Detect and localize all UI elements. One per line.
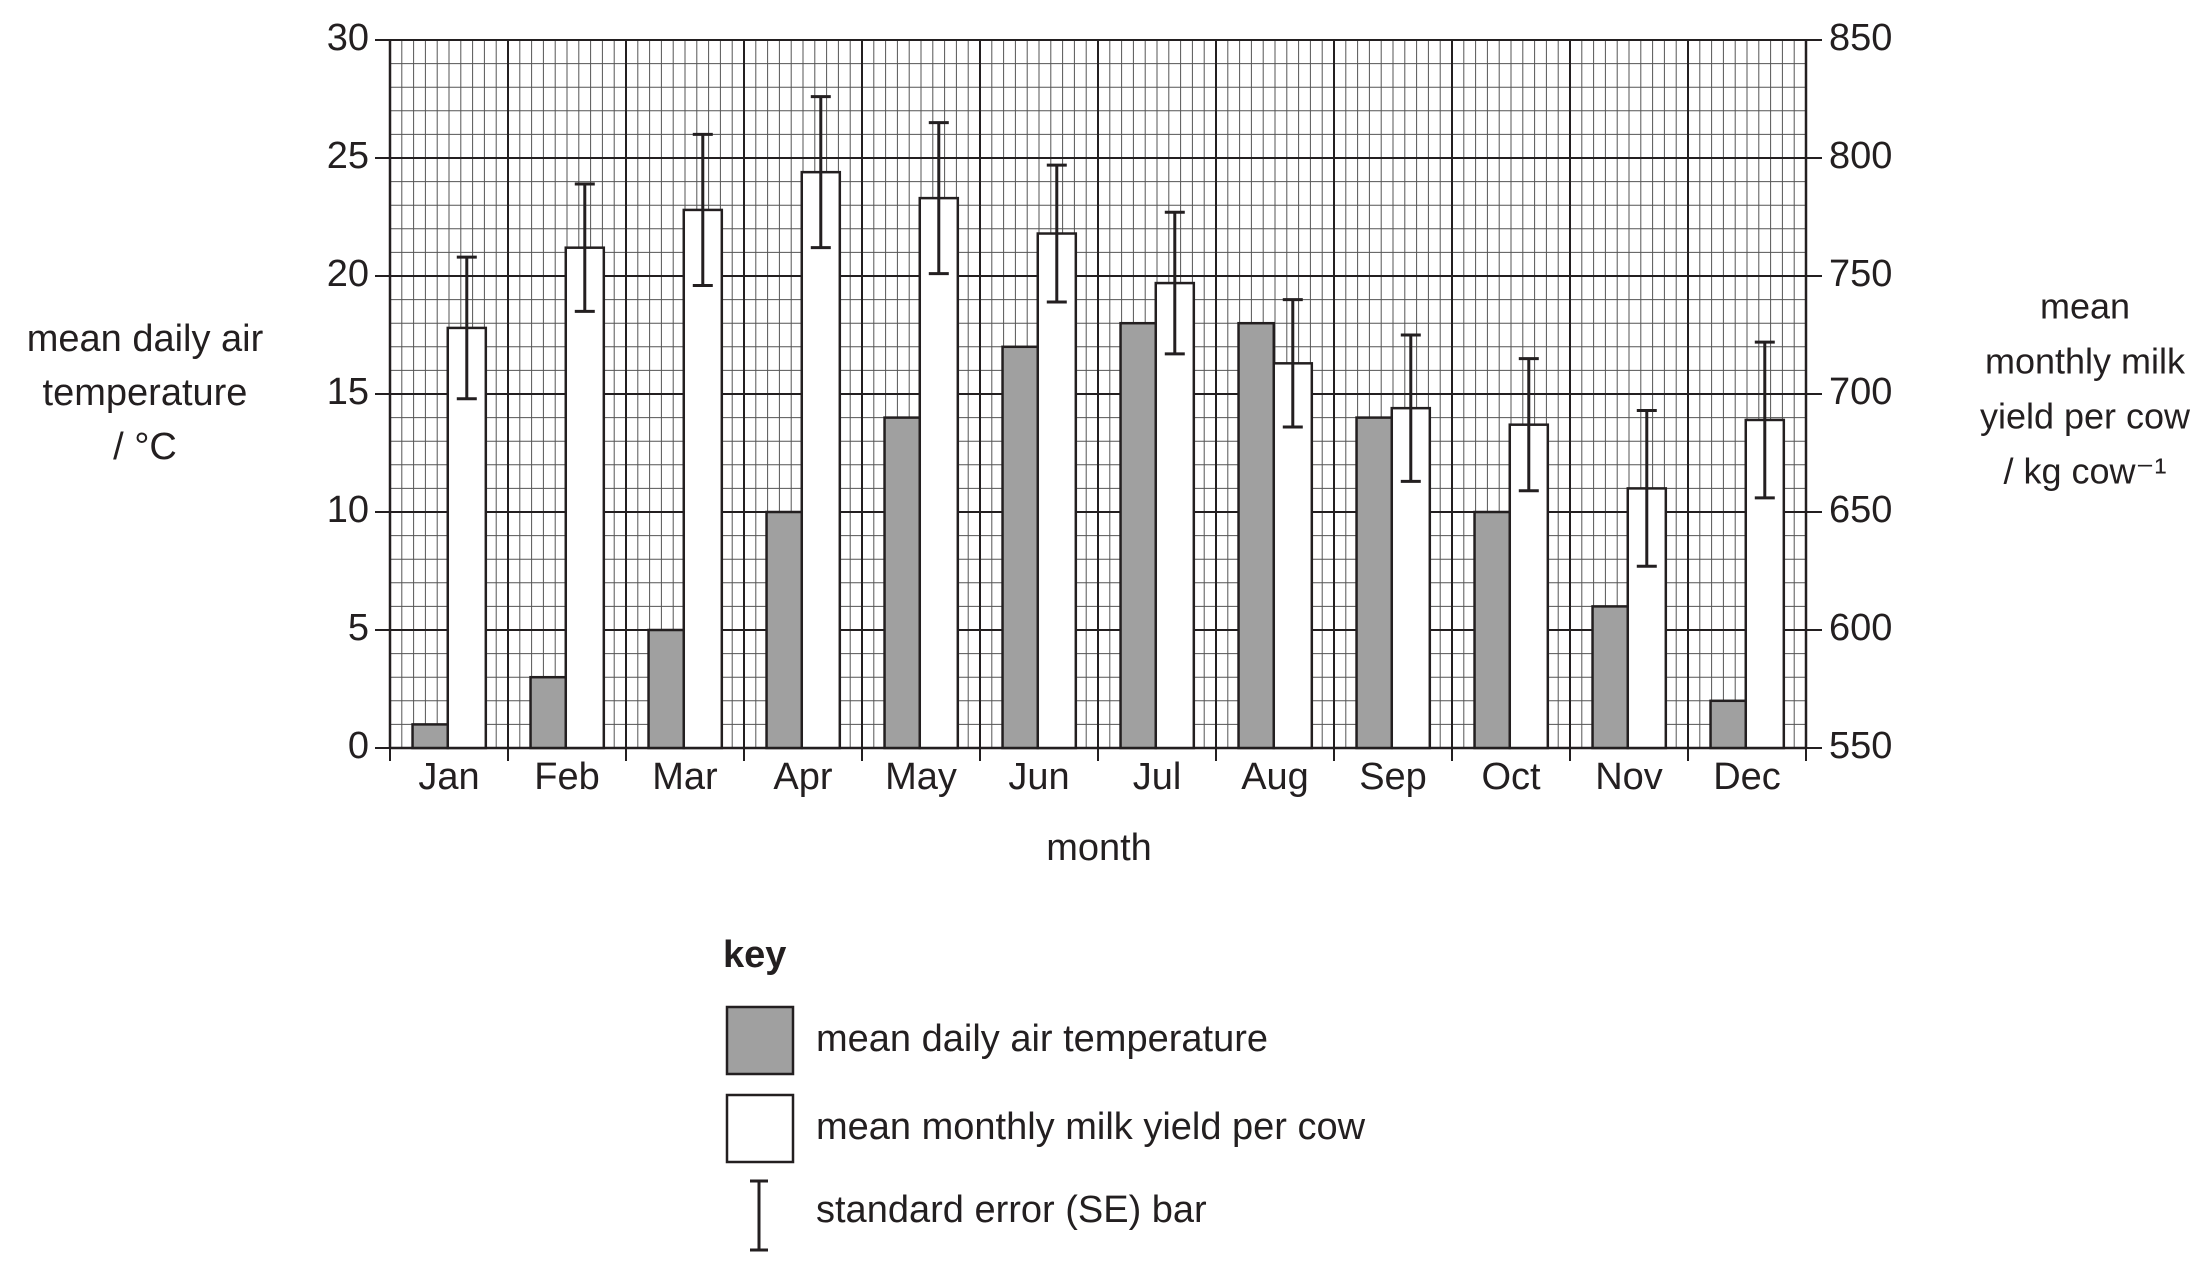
bar <box>1744 418 1786 750</box>
error-bar <box>1164 210 1185 356</box>
error-bar <box>928 121 949 276</box>
error-bar <box>1636 409 1657 568</box>
y2-axis-label: / kg cow⁻¹ <box>2003 451 2166 492</box>
y-tick-label: 0 <box>348 725 369 767</box>
y2-axis-label: mean <box>2040 286 2130 327</box>
y2-tick-label: 550 <box>1829 725 1892 767</box>
y2-tick-label: 700 <box>1829 371 1892 413</box>
x-tick-label: Apr <box>773 756 832 798</box>
bar <box>1119 321 1158 750</box>
bar <box>647 628 686 750</box>
x-tick-label: May <box>885 756 957 798</box>
x-tick-label: Sep <box>1359 756 1427 798</box>
legend-title: key <box>723 934 786 976</box>
y2-axis-label: yield per cow <box>1980 396 2191 437</box>
x-tick-label: Jul <box>1133 756 1182 798</box>
y-tick-label: 10 <box>327 489 369 531</box>
x-tick-label: Jun <box>1008 756 1069 798</box>
y2-tick-label: 600 <box>1829 607 1892 649</box>
bar <box>1001 345 1040 750</box>
y-tick-label: 20 <box>327 253 369 295</box>
bar <box>918 196 960 750</box>
bar <box>529 675 568 750</box>
legend-label: mean monthly milk yield per cow <box>816 1106 1366 1148</box>
legend-label: mean daily air temperature <box>816 1018 1268 1060</box>
x-tick-label: Jan <box>418 756 479 798</box>
y2-tick-label: 800 <box>1829 135 1892 177</box>
bar <box>765 510 804 750</box>
y-tick-label: 15 <box>327 371 369 413</box>
error-bar <box>574 182 595 313</box>
bar <box>1473 510 1512 750</box>
y2-axis-label: monthly milk <box>1985 341 2186 382</box>
bar <box>1237 321 1276 750</box>
x-tick-label: Oct <box>1481 756 1541 798</box>
bar <box>1036 232 1078 750</box>
error-bar <box>1046 163 1067 304</box>
bar <box>800 170 842 750</box>
error-bar <box>1282 298 1303 429</box>
y2-tick-label: 850 <box>1829 17 1892 59</box>
error-bar <box>1754 340 1775 500</box>
y-axis-label: / °C <box>113 426 177 468</box>
legend-label: standard error (SE) bar <box>816 1189 1207 1231</box>
y-tick-label: 30 <box>327 17 369 59</box>
error-bar <box>692 132 713 287</box>
bar <box>1591 605 1630 750</box>
x-tick-label: Dec <box>1713 756 1781 798</box>
x-tick-label: Mar <box>652 756 718 798</box>
x-tick-label: Feb <box>534 756 599 798</box>
x-axis-label: month <box>1046 827 1152 869</box>
error-bar <box>1518 357 1539 493</box>
x-tick-label: Aug <box>1241 756 1309 798</box>
legend-swatch <box>725 1093 795 1164</box>
error-bar <box>1400 333 1421 483</box>
y-tick-label: 5 <box>348 607 369 649</box>
bar <box>1709 699 1748 750</box>
y-axis-label: mean daily air <box>27 318 264 360</box>
error-bar <box>810 95 831 250</box>
bar <box>564 246 606 750</box>
bar <box>1355 416 1394 750</box>
bar <box>883 416 922 750</box>
bar <box>411 723 450 750</box>
y2-tick-label: 750 <box>1829 253 1892 295</box>
error-bar <box>456 255 477 401</box>
y-tick-label: 25 <box>327 135 369 177</box>
bar <box>682 208 724 750</box>
y-axis-label: temperature <box>43 372 248 414</box>
x-tick-label: Nov <box>1595 756 1663 798</box>
legend-swatch <box>725 1005 795 1076</box>
y2-tick-label: 650 <box>1829 489 1892 531</box>
